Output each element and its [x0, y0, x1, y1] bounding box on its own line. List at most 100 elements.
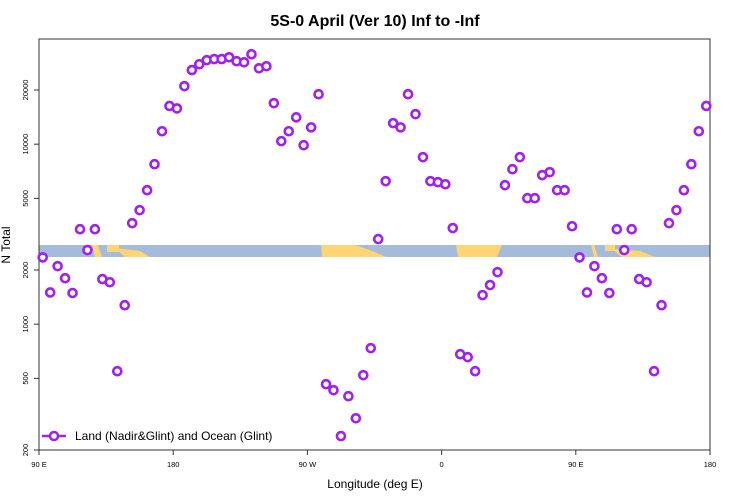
data-point: [380, 175, 391, 187]
y-tick-label: 200: [21, 444, 30, 457]
data-point: [372, 233, 384, 245]
y-tick-label: 5000: [21, 190, 30, 207]
data-point: [44, 287, 56, 298]
data-point: [290, 112, 302, 123]
data-point: [656, 299, 667, 311]
data-point: [74, 223, 86, 235]
data-point: [246, 48, 257, 60]
data-point: [89, 223, 101, 235]
ocean-band: [39, 245, 710, 257]
data-point: [507, 163, 518, 175]
data-point: [417, 151, 429, 163]
data-point: [559, 184, 570, 196]
y-tick-label: 1000: [21, 316, 30, 333]
data-point: [268, 97, 280, 109]
data-point: [686, 158, 697, 170]
data-point: [261, 60, 272, 72]
data-point: [514, 151, 526, 163]
data-point: [283, 125, 295, 137]
data-point: [574, 252, 585, 263]
data-point: [365, 342, 377, 354]
legend: Land (Nadir&Glint) and Ocean (Glint): [42, 429, 272, 443]
data-point: [589, 260, 600, 272]
series-points: [37, 48, 712, 442]
data-point: [671, 204, 682, 216]
data-point: [104, 276, 116, 288]
x-tick-label: 0: [440, 460, 444, 469]
data-point: [596, 272, 608, 284]
data-point: [641, 276, 652, 288]
data-point: [320, 378, 332, 390]
data-point: [492, 266, 503, 278]
data-point: [328, 384, 339, 396]
y-tick-label: 2000: [21, 262, 30, 279]
data-point: [604, 287, 615, 299]
data-point: [410, 108, 421, 120]
x-axis: 90 E 180 90 W 0 90 E 180: [31, 450, 716, 469]
x-tick-label: 90 W: [299, 460, 317, 469]
chart-title: 5S-0 April (Ver 10) Inf to -Inf: [270, 13, 480, 30]
data-point: [566, 220, 578, 232]
data-point: [238, 57, 250, 68]
y-tick-label: 20000: [21, 80, 30, 101]
data-point: [402, 88, 414, 100]
data-point: [447, 222, 459, 234]
data-point: [82, 244, 93, 256]
data-point: [343, 390, 354, 402]
data-point: [499, 179, 511, 191]
data-point: [126, 217, 138, 229]
x-tick-label: 90 E: [31, 460, 46, 469]
data-point: [544, 166, 556, 178]
data-point: [618, 244, 630, 256]
data-point: [335, 430, 347, 442]
data-point: [484, 279, 496, 291]
data-point: [663, 217, 675, 229]
data-point: [648, 365, 660, 377]
plot-frame: [38, 38, 711, 451]
y-tick-label: 10000: [21, 134, 30, 155]
data-point: [141, 184, 153, 196]
data-point: [350, 413, 362, 424]
legend-marker: [48, 430, 60, 442]
x-tick-label: 90 E: [568, 460, 583, 469]
data-point: [462, 351, 473, 363]
x-tick-label: 180: [704, 460, 717, 469]
data-point: [193, 58, 205, 70]
data-point: [179, 80, 190, 92]
x-tick-label: 180: [167, 460, 180, 469]
legend-label: Land (Nadir&Glint) and Ocean (Glint): [75, 429, 272, 443]
data-point: [529, 192, 541, 204]
data-point: [678, 184, 690, 196]
data-point: [581, 287, 593, 298]
data-point: [59, 272, 71, 284]
data-point: [358, 369, 369, 381]
data-point: [693, 125, 705, 137]
data-point: [313, 88, 324, 100]
data-point: [440, 178, 451, 190]
data-point: [67, 287, 78, 299]
data-point: [119, 299, 131, 311]
data-point: [156, 125, 168, 137]
land-ocean-band: [39, 245, 710, 257]
data-point: [37, 252, 49, 263]
data-point: [171, 103, 183, 114]
data-point: [149, 158, 160, 170]
y-axis: 200 500 1000 2000 5000 10000 20000: [21, 80, 39, 457]
data-point: [186, 64, 198, 76]
data-point: [469, 365, 481, 377]
data-point: [52, 260, 63, 272]
data-point: [276, 135, 287, 147]
y-tick-label: 500: [21, 372, 30, 385]
data-point: [700, 100, 712, 112]
data-point: [626, 223, 638, 235]
data-point: [611, 223, 623, 235]
data-point: [298, 139, 309, 151]
data-point: [134, 204, 145, 216]
data-point: [305, 122, 317, 133]
data-point: [111, 365, 123, 377]
data-point: [387, 117, 399, 129]
data-point: [395, 122, 406, 133]
data-point: [477, 289, 488, 301]
y-axis-label: N Total: [0, 226, 13, 263]
